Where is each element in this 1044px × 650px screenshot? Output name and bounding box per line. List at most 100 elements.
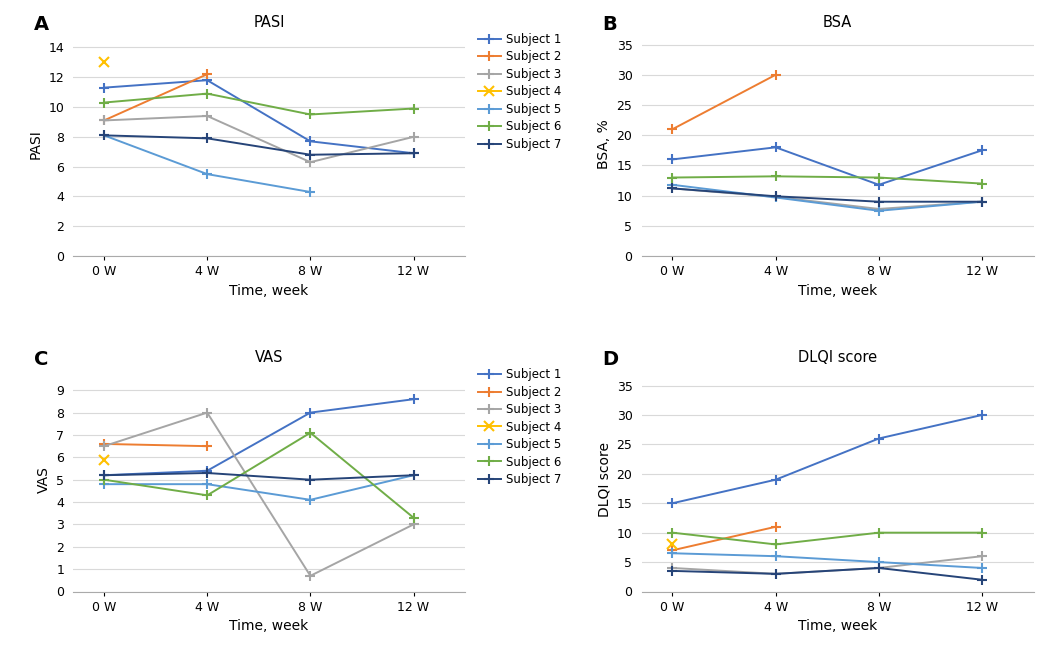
Subject 1 [769, 144, 782, 151]
Subject 7 [769, 192, 782, 200]
Title: VAS: VAS [255, 350, 283, 365]
Subject 7 [98, 471, 111, 479]
Subject 2 [200, 442, 213, 450]
Y-axis label: BSA, %: BSA, % [597, 120, 611, 169]
Subject 1 [976, 146, 989, 154]
Subject 5 [976, 564, 989, 572]
Line: Subject 1: Subject 1 [667, 142, 987, 190]
Subject 5 [873, 207, 885, 215]
Line: Subject 1: Subject 1 [99, 75, 419, 158]
Text: D: D [602, 350, 618, 369]
Subject 3 [873, 564, 885, 572]
Subject 5 [873, 558, 885, 566]
Line: Subject 7: Subject 7 [99, 131, 419, 160]
Subject 3 [873, 205, 885, 213]
Subject 6 [98, 476, 111, 484]
Subject 3 [304, 159, 316, 166]
Line: Subject 3: Subject 3 [99, 408, 419, 580]
Line: Subject 6: Subject 6 [667, 172, 987, 188]
Subject 5 [304, 188, 316, 196]
X-axis label: Time, week: Time, week [798, 283, 877, 298]
Subject 6 [873, 174, 885, 181]
Subject 3 [304, 572, 316, 580]
Subject 7 [407, 471, 420, 479]
Line: Subject 3: Subject 3 [667, 551, 987, 578]
Subject 2 [666, 125, 679, 133]
Line: Subject 5: Subject 5 [667, 180, 987, 216]
Subject 3 [666, 185, 679, 192]
Subject 1 [666, 499, 679, 507]
Subject 1 [873, 181, 885, 188]
Subject 6 [666, 528, 679, 536]
Subject 6 [407, 105, 420, 112]
X-axis label: Time, week: Time, week [798, 619, 877, 633]
Subject 7 [200, 135, 213, 142]
Text: A: A [33, 14, 49, 34]
Subject 6 [873, 528, 885, 536]
Subject 1 [407, 395, 420, 403]
Line: Subject 7: Subject 7 [667, 563, 987, 584]
Subject 1 [873, 435, 885, 443]
Subject 3 [976, 552, 989, 560]
Subject 3 [200, 112, 213, 120]
Subject 7 [873, 564, 885, 572]
Subject 3 [407, 133, 420, 141]
Subject 5 [976, 198, 989, 205]
Y-axis label: PASI: PASI [28, 129, 43, 159]
Subject 7 [407, 150, 420, 157]
Subject 5 [98, 131, 111, 139]
Subject 2 [98, 116, 111, 124]
Subject 6 [304, 111, 316, 118]
Line: Subject 6: Subject 6 [99, 428, 419, 523]
Title: BSA: BSA [823, 15, 852, 30]
Line: Subject 7: Subject 7 [667, 183, 987, 207]
Line: Subject 6: Subject 6 [99, 89, 419, 120]
Line: Subject 6: Subject 6 [667, 528, 987, 549]
Text: B: B [602, 14, 617, 34]
Subject 2 [98, 440, 111, 448]
Subject 1 [976, 411, 989, 419]
Title: DLQI score: DLQI score [798, 350, 877, 365]
Line: Subject 2: Subject 2 [99, 439, 212, 451]
Subject 6 [769, 172, 782, 180]
Subject 2 [666, 547, 679, 554]
Subject 5 [407, 471, 420, 479]
Subject 1 [200, 467, 213, 474]
Legend: Subject 1, Subject 2, Subject 3, Subject 4, Subject 5, Subject 6, Subject 7: Subject 1, Subject 2, Subject 3, Subject… [1042, 363, 1044, 491]
Subject 1 [407, 150, 420, 157]
Subject 7 [666, 185, 679, 192]
Subject 3 [769, 570, 782, 578]
Subject 5 [666, 181, 679, 188]
Legend: Subject 1, Subject 2, Subject 3, Subject 4, Subject 5, Subject 6, Subject 7: Subject 1, Subject 2, Subject 3, Subject… [473, 28, 566, 155]
Line: Subject 7: Subject 7 [99, 468, 419, 484]
Subject 2 [769, 71, 782, 79]
Line: Subject 5: Subject 5 [99, 131, 315, 197]
Subject 6 [666, 174, 679, 181]
Line: Subject 5: Subject 5 [99, 471, 419, 504]
Legend: Subject 1, Subject 2, Subject 3, Subject 5, Subject 6, Subject 7: Subject 1, Subject 2, Subject 3, Subject… [1042, 28, 1044, 138]
Subject 3 [98, 116, 111, 124]
Subject 5 [304, 496, 316, 504]
Subject 5 [98, 480, 111, 488]
Subject 3 [200, 409, 213, 417]
Subject 7 [200, 469, 213, 477]
Subject 7 [304, 476, 316, 484]
Subject 1 [200, 76, 213, 84]
Subject 7 [873, 198, 885, 205]
Legend: Subject 1, Subject 2, Subject 3, Subject 4, Subject 5, Subject 6, Subject 7: Subject 1, Subject 2, Subject 3, Subject… [473, 363, 566, 491]
Subject 6 [304, 429, 316, 437]
Subject 3 [407, 521, 420, 528]
Subject 6 [98, 99, 111, 107]
Line: Subject 1: Subject 1 [99, 395, 419, 480]
Subject 1 [304, 137, 316, 145]
Subject 5 [769, 194, 782, 202]
Subject 5 [769, 552, 782, 560]
Subject 7 [976, 198, 989, 205]
Subject 2 [769, 523, 782, 530]
Y-axis label: DLQI score: DLQI score [597, 442, 611, 517]
Subject 5 [200, 170, 213, 178]
Subject 6 [407, 514, 420, 521]
Title: PASI: PASI [254, 15, 285, 30]
Subject 6 [976, 179, 989, 187]
Subject 1 [666, 155, 679, 163]
